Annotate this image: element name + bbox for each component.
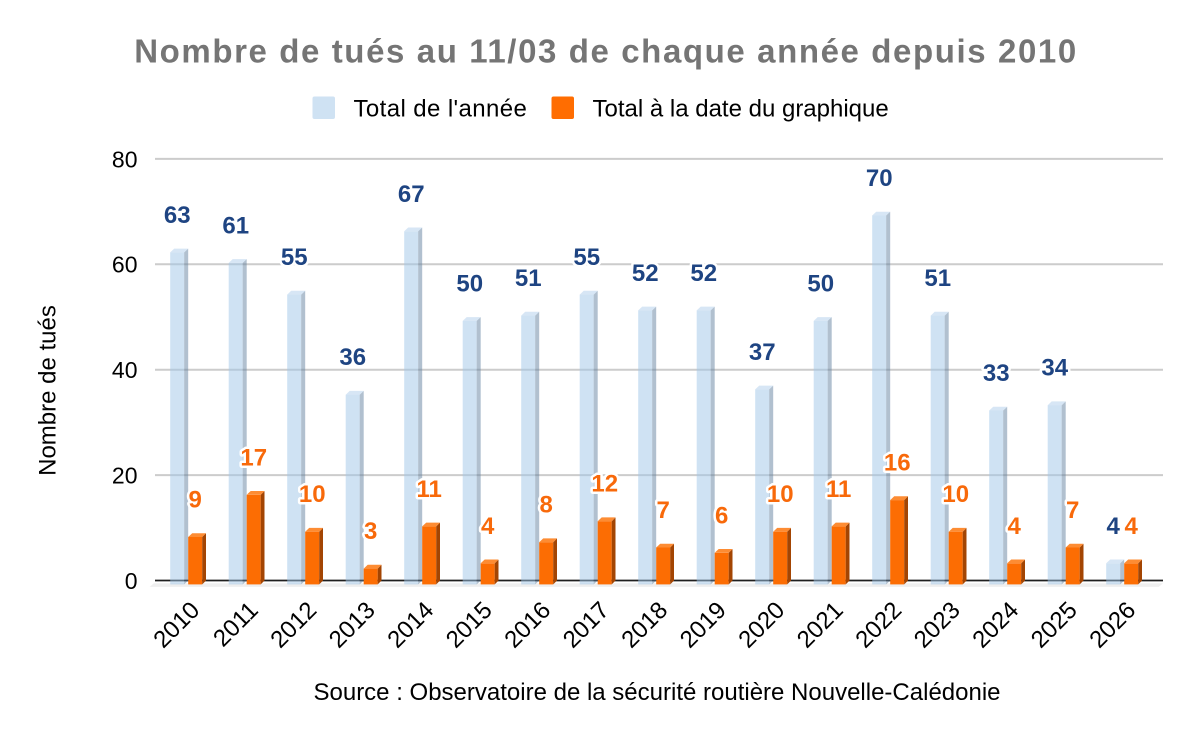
svg-text:33: 33 (983, 360, 1010, 387)
svg-text:51: 51 (924, 265, 951, 292)
svg-text:Source : Observatoire de la sé: Source : Observatoire de la sécurité rou… (313, 679, 1000, 706)
svg-text:80: 80 (112, 146, 138, 172)
svg-text:55: 55 (281, 244, 308, 271)
svg-text:11: 11 (417, 476, 442, 503)
svg-text:Nombre de tués: Nombre de tués (35, 305, 62, 476)
svg-text:7: 7 (1066, 497, 1079, 524)
svg-text:11: 11 (826, 476, 851, 503)
svg-text:34: 34 (1041, 355, 1068, 382)
svg-text:55: 55 (573, 244, 600, 271)
svg-text:4: 4 (481, 513, 495, 540)
svg-text:63: 63 (164, 202, 191, 229)
svg-text:52: 52 (632, 260, 659, 287)
svg-text:17: 17 (240, 444, 267, 471)
svg-text:7: 7 (657, 497, 670, 524)
svg-text:36: 36 (339, 344, 366, 371)
svg-text:50: 50 (456, 270, 483, 297)
svg-text:4: 4 (1008, 513, 1022, 540)
svg-text:9: 9 (189, 487, 202, 514)
svg-text:51: 51 (515, 265, 542, 292)
svg-text:0: 0 (125, 568, 138, 594)
svg-text:20: 20 (112, 463, 138, 489)
svg-text:4: 4 (1107, 513, 1121, 540)
svg-text:Total de l'année: Total de l'année (354, 96, 528, 123)
svg-text:50: 50 (807, 270, 834, 297)
svg-text:40: 40 (112, 357, 138, 383)
svg-text:12: 12 (591, 471, 618, 498)
svg-text:10: 10 (767, 481, 794, 508)
svg-text:10: 10 (942, 481, 969, 508)
svg-text:4: 4 (1125, 513, 1139, 540)
svg-text:8: 8 (540, 492, 553, 519)
svg-text:37: 37 (749, 339, 776, 366)
svg-text:10: 10 (299, 481, 326, 508)
svg-text:6: 6 (715, 502, 728, 529)
svg-text:67: 67 (398, 181, 425, 208)
svg-text:52: 52 (690, 260, 717, 287)
svg-text:3: 3 (364, 518, 377, 545)
svg-text:16: 16 (884, 450, 911, 477)
svg-text:Total à la date du graphique: Total à la date du graphique (593, 96, 889, 123)
svg-text:70: 70 (866, 165, 893, 192)
svg-text:60: 60 (112, 252, 138, 278)
svg-text:Nombre de tués au 11/03 de cha: Nombre de tués au 11/03 de chaque année … (134, 33, 1078, 70)
svg-text:61: 61 (222, 212, 249, 239)
